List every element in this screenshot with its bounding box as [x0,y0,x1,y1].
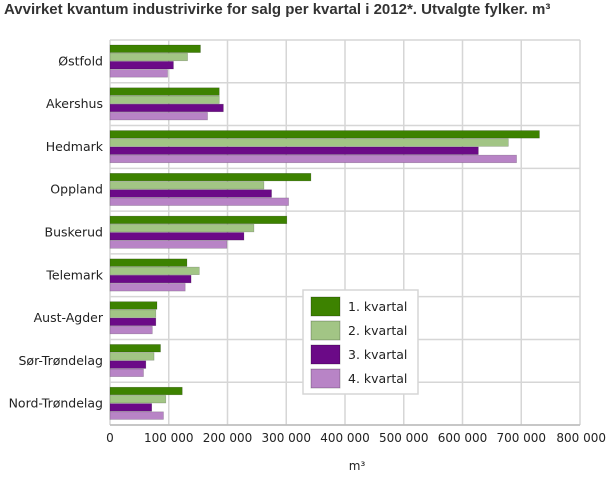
bar-2-kvartal [109,52,188,62]
x-tick-label: 500 000 [379,431,429,445]
bar-2-kvartal [109,95,220,104]
chart-title: Avvirket kvantum industrivirke for salg … [4,1,551,18]
category-label: Telemark [45,267,103,282]
category-label: Oppland [50,182,103,197]
bar-4-kvartal [109,411,164,420]
category-label: Buskerud [45,225,104,240]
bar-3-kvartal [109,146,479,155]
bar-1-kvartal [109,344,161,353]
bar-2-kvartal [109,181,265,190]
x-axis-label: m³ [349,459,366,473]
bar-1-kvartal [109,301,158,310]
bar-3-kvartal [109,232,245,241]
bar-2-kvartal [109,224,255,233]
bar-1-kvartal [109,44,201,53]
bar-2-kvartal [109,395,167,404]
bar-1-kvartal [109,87,220,96]
bar-3-kvartal [109,403,153,412]
legend-label: 4. kvartal [348,371,407,386]
bar-1-kvartal [109,173,312,182]
category-label: Østfold [58,53,103,68]
x-tick-label: 400 000 [320,431,370,445]
legend-swatch [310,320,341,341]
bar-4-kvartal [109,240,228,249]
bar-4-kvartal [109,197,289,206]
bar-3-kvartal [109,103,224,113]
x-tick-label: 700 000 [496,431,546,445]
category-label: Nord-Trøndelag [9,396,103,411]
legend-label: 1. kvartal [348,299,407,314]
legend-swatch [310,296,341,317]
bar-3-kvartal [109,360,147,369]
x-tick-label: 0 [106,431,114,445]
bar-3-kvartal [109,274,192,284]
bar-1-kvartal [109,258,188,267]
bar-4-kvartal [109,368,144,377]
category-label: Akershus [46,96,103,111]
legend-swatch [310,368,341,389]
bar-1-kvartal [109,386,183,396]
bar-2-kvartal [109,352,155,361]
legend-swatch [310,344,341,365]
x-tick-label: 300 000 [261,431,311,445]
legend-label: 2. kvartal [348,323,407,338]
bar-1-kvartal [109,130,540,139]
bar-3-kvartal [109,317,157,326]
bar-4-kvartal [109,283,186,292]
x-tick-label: 100 000 [144,431,194,445]
x-tick-label: 800 000 [556,431,606,445]
bar-4-kvartal [109,325,153,335]
legend-label: 3. kvartal [348,347,407,362]
category-label: Hedmark [46,139,104,154]
legend: 1. kvartal 2. kvartal 3. kvartal 4. kvartal [302,289,419,395]
bar-2-kvartal [109,266,200,275]
bar-2-kvartal [109,138,509,147]
bar-4-kvartal [109,154,517,164]
bar-2-kvartal [109,309,157,318]
category-label: Aust-Agder [34,310,104,325]
x-tick-label: 200 000 [203,431,253,445]
bar-3-kvartal [109,61,174,70]
bar-4-kvartal [109,69,168,78]
bar-4-kvartal [109,112,208,121]
bar-1-kvartal [109,215,288,225]
x-tick-label: 600 000 [438,431,488,445]
category-label: Sør-Trøndelag [19,353,104,368]
bar-3-kvartal [109,189,272,198]
